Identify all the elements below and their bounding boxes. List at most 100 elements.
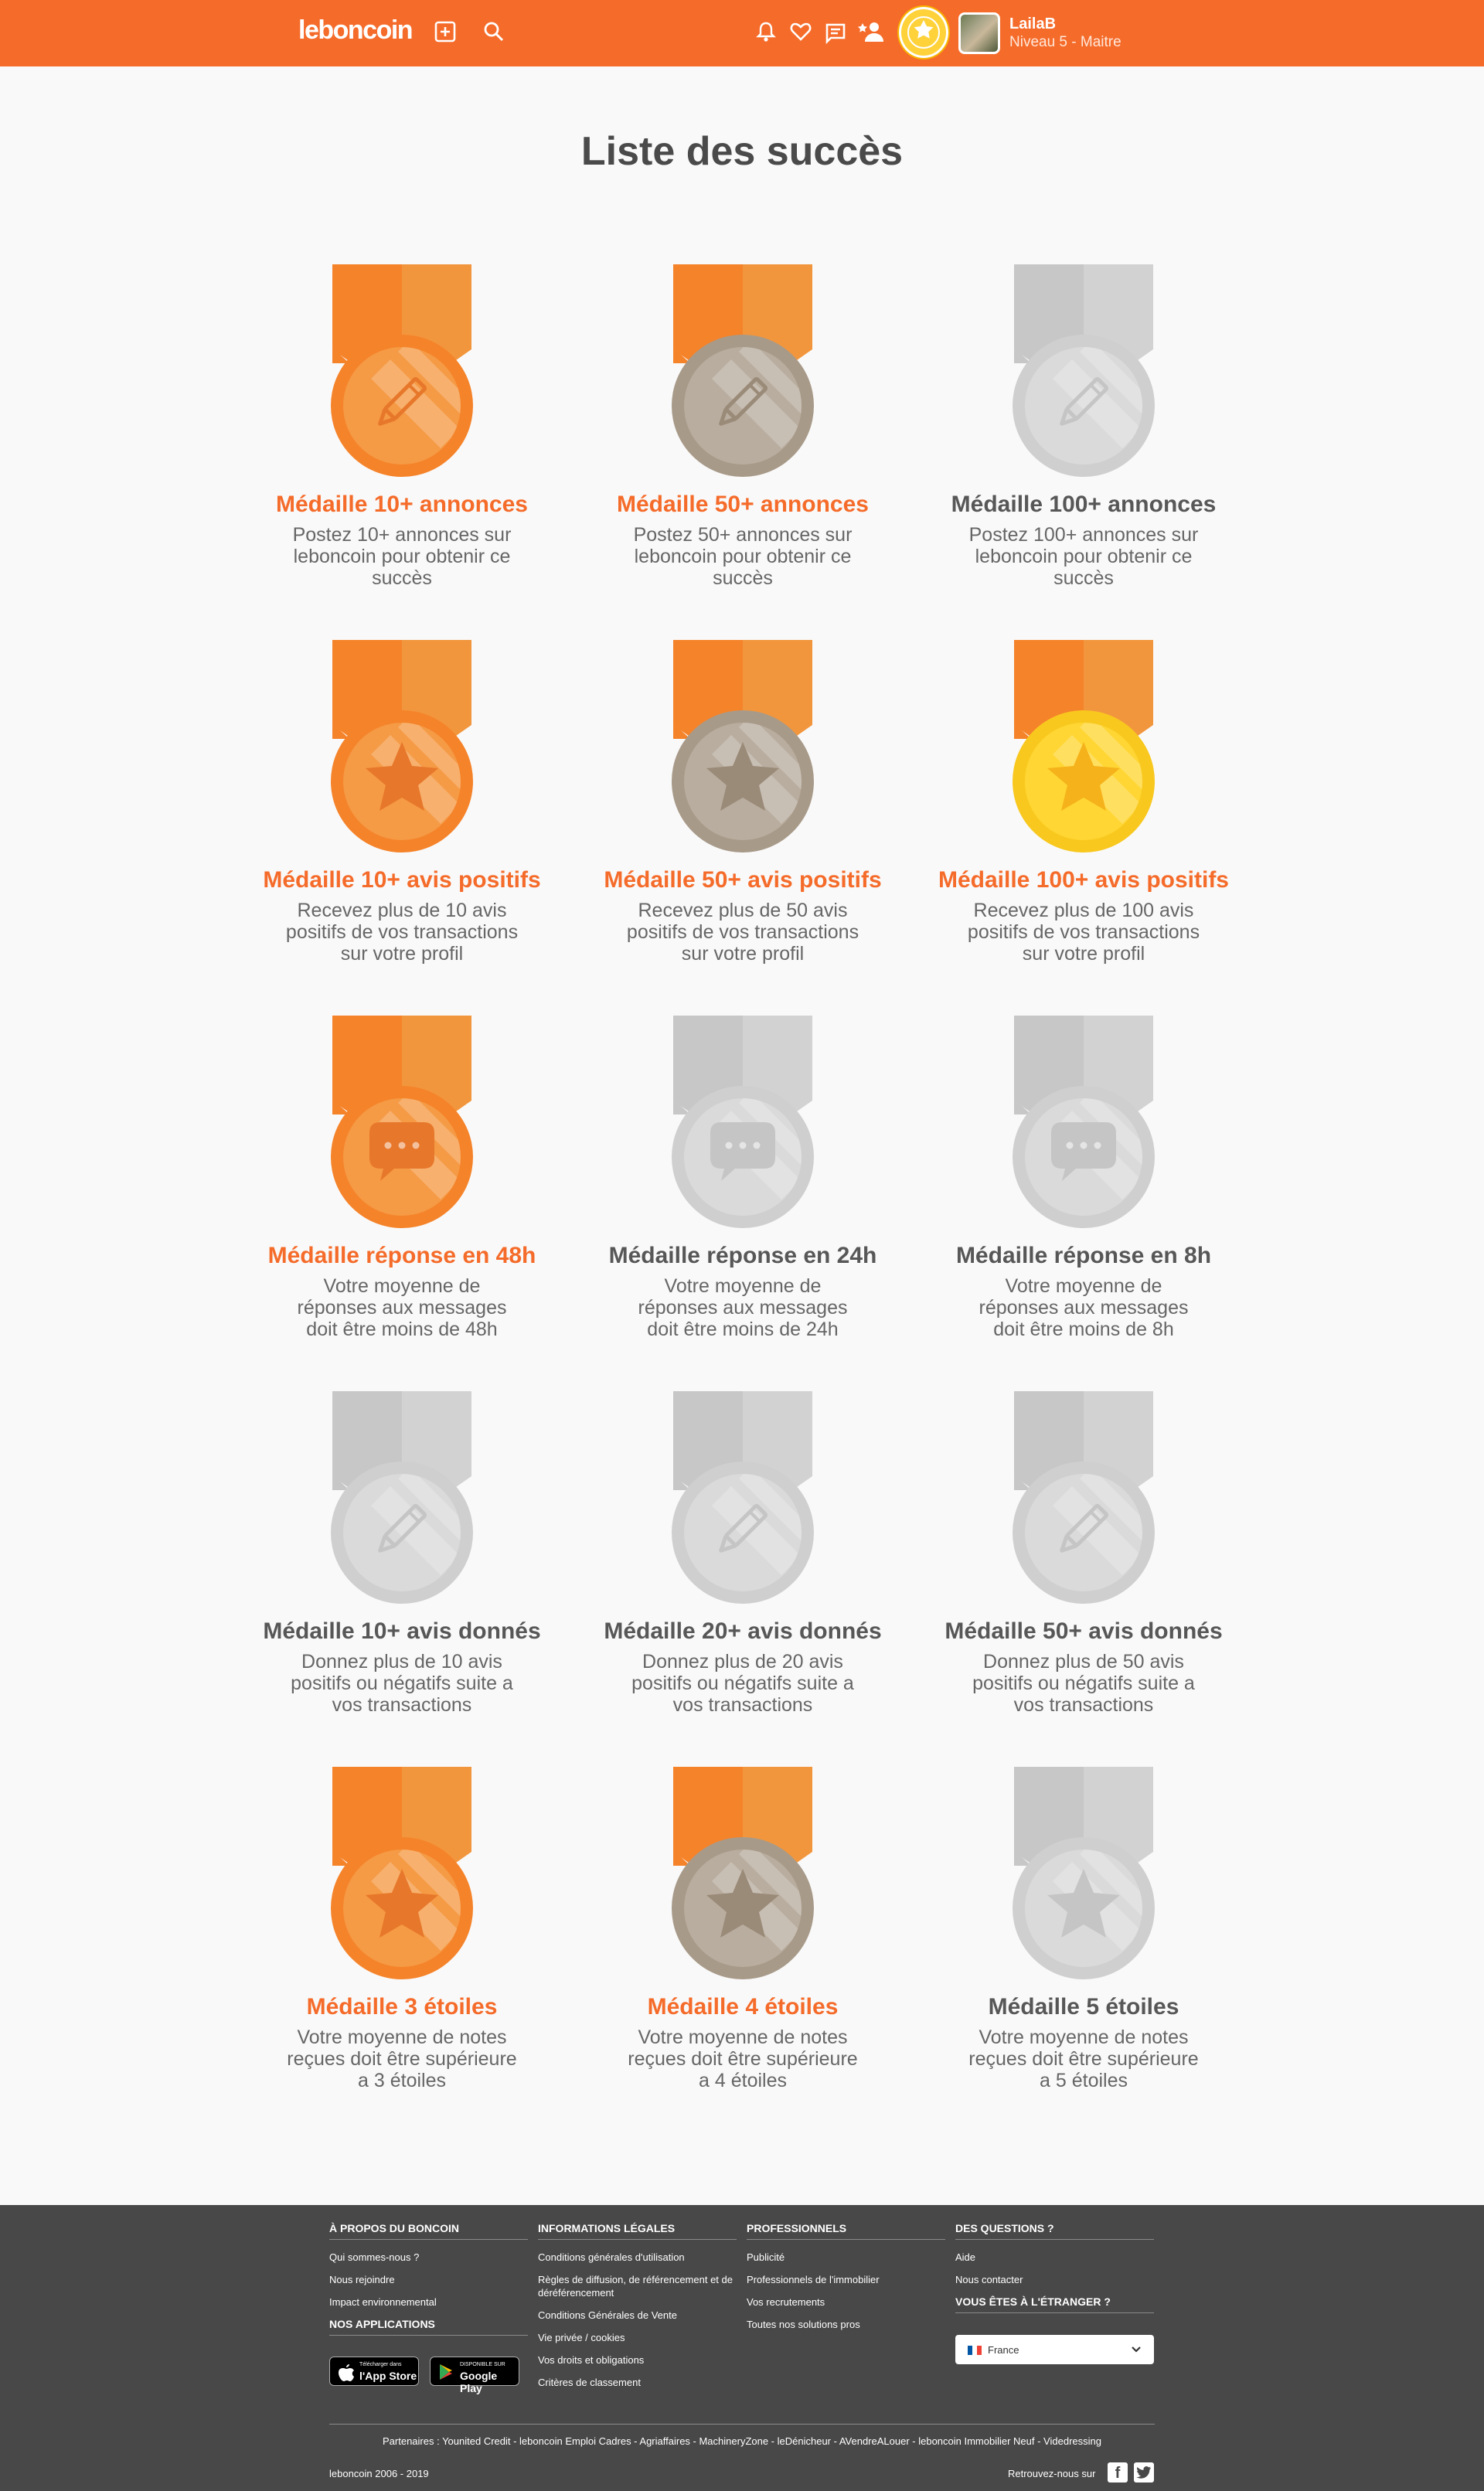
footer-abroad-heading: VOUS ÊTES À L'ÉTRANGER ?: [955, 2295, 1154, 2313]
google-play-icon: [440, 2364, 452, 2380]
chat-bubble-icon: [710, 1122, 775, 1181]
facebook-icon[interactable]: f: [1108, 2462, 1128, 2482]
achievement-card: Médaille 10+ avis donnés Donnez plus de …: [232, 1390, 572, 1761]
achievement-card: Médaille 100+ avis positifs Recevez plus…: [914, 638, 1254, 1009]
medal-description: Votre moyenne de réponses aux messages d…: [638, 1275, 848, 1340]
footer-link-rights[interactable]: Vos droits et obligations: [538, 2354, 645, 2366]
footer-link-jobs[interactable]: Nous rejoindre: [329, 2274, 395, 2285]
footer-social-label: Retrouvez-nous sur: [1008, 2468, 1096, 2479]
medal-image: [317, 1765, 487, 1989]
chat-bubble-icon: [1051, 1122, 1116, 1181]
bell-icon[interactable]: [756, 21, 776, 43]
medal-description: Postez 50+ annonces sur leboncoin pour o…: [633, 524, 853, 589]
footer-link-diffusion-rules[interactable]: Règles de diffusion, de référencement et…: [538, 2274, 733, 2299]
footer-link-help[interactable]: Aide: [955, 2251, 976, 2263]
footer-link-cgv[interactable]: Conditions Générales de Vente: [538, 2309, 677, 2321]
medal-description: Votre moyenne de notes reçues doit être …: [287, 2026, 517, 2091]
twitter-icon[interactable]: [1134, 2462, 1154, 2482]
medal-image: [658, 1014, 828, 1238]
pencil-icon: [1060, 376, 1109, 426]
footer-link-recruitment[interactable]: Vos recrutements: [747, 2296, 825, 2308]
footer-link-contact[interactable]: Nous contacter: [955, 2274, 1023, 2285]
achievement-card: Médaille réponse en 48h Votre moyenne de…: [232, 1014, 572, 1385]
messages-icon[interactable]: [825, 22, 846, 44]
heart-icon[interactable]: [790, 22, 812, 42]
search-icon[interactable]: [482, 20, 505, 43]
follow-user-icon[interactable]: [857, 20, 885, 43]
footer-link-realestate-pros[interactable]: Professionnels de l'immobilier: [747, 2274, 880, 2285]
star-icon: [1047, 742, 1120, 811]
app-store-button[interactable]: Télécharger dans l'App Store: [329, 2357, 419, 2386]
medal-title: Médaille 4 étoiles: [647, 1994, 839, 2020]
googleplay-label: Google Play: [460, 2370, 498, 2394]
medal-title: Médaille 20+ avis donnés: [604, 1618, 882, 1644]
leboncoin-logo[interactable]: leboncoin: [298, 15, 414, 45]
footer-link-ranking[interactable]: Critères de classement: [538, 2377, 641, 2388]
medal-description: Donnez plus de 20 avis positifs ou négat…: [631, 1651, 854, 1716]
username[interactable]: LailaB: [1009, 15, 1057, 32]
achievement-card: Médaille réponse en 8h Votre moyenne de …: [914, 1014, 1254, 1385]
achievement-card: Médaille 50+ avis donnés Donnez plus de …: [914, 1390, 1254, 1761]
medal-image: [658, 1390, 828, 1614]
achievement-card: Médaille 50+ annonces Postez 50+ annonce…: [573, 263, 913, 634]
medal-description: Votre moyenne de réponses aux messages d…: [979, 1275, 1189, 1340]
star-icon: [1047, 1869, 1120, 1938]
google-play-button[interactable]: DISPONIBLE SUR Google Play: [430, 2357, 519, 2394]
medal-description: Postez 10+ annonces sur leboncoin pour o…: [292, 524, 512, 589]
achievement-card: Médaille 3 étoiles Votre moyenne de note…: [232, 1765, 572, 2136]
medal-title: Médaille 50+ avis positifs: [604, 867, 882, 893]
medal-description: Recevez plus de 10 avis positifs de vos …: [285, 900, 519, 965]
medal-title: Médaille 10+ avis positifs: [263, 867, 541, 893]
medal-title: Médaille réponse en 24h: [608, 1243, 877, 1268]
footer-copyright: leboncoin 2006 - 2019: [329, 2468, 429, 2479]
medal-image: [999, 263, 1169, 487]
level-badge[interactable]: [899, 7, 948, 58]
country-select-value: France: [988, 2344, 1019, 2356]
medal-title: Médaille 10+ avis donnés: [263, 1618, 541, 1644]
medal-image: [658, 638, 828, 863]
medal-description: Donnez plus de 10 avis positifs ou négat…: [291, 1651, 513, 1716]
pencil-icon: [719, 376, 768, 426]
footer-link-cgu[interactable]: Conditions générales d'utilisation: [538, 2251, 685, 2263]
france-flag-icon: [968, 2346, 982, 2355]
pencil-icon: [1060, 1503, 1109, 1553]
footer-link-ads[interactable]: Publicité: [747, 2251, 785, 2263]
medal-image: [999, 1390, 1169, 1614]
medal-title: Médaille 10+ annonces: [276, 492, 528, 517]
medal-title: Médaille 100+ avis positifs: [938, 867, 1229, 893]
footer-link-environment[interactable]: Impact environnemental: [329, 2296, 437, 2308]
country-select[interactable]: France: [955, 2335, 1154, 2364]
medal-description: Donnez plus de 50 avis positifs ou négat…: [972, 1651, 1195, 1716]
footer-link-pro-solutions[interactable]: Toutes nos solutions pros: [747, 2319, 860, 2330]
medal-title: Médaille réponse en 8h: [955, 1243, 1212, 1268]
achievement-card: Médaille 4 étoiles Votre moyenne de note…: [573, 1765, 913, 2136]
achievement-card: Médaille 5 étoiles Votre moyenne de note…: [914, 1765, 1254, 2136]
page-title: Liste des succès: [580, 129, 904, 174]
medal-image: [658, 1765, 828, 1989]
medal-description: Recevez plus de 50 avis positifs de vos …: [626, 900, 859, 965]
appstore-small-label: Télécharger dans: [359, 2362, 402, 2367]
footer: À PROPOS DU BONCOIN Qui sommes-nous ? No…: [0, 2205, 1484, 2491]
footer-legal-heading: INFORMATIONS LÉGALES: [538, 2222, 737, 2240]
medal-description: Votre moyenne de notes reçues doit être …: [968, 2026, 1199, 2091]
achievement-card: Médaille 20+ avis donnés Donnez plus de …: [573, 1390, 913, 1761]
medal-image: [317, 263, 487, 487]
medal-image: [999, 1765, 1169, 1989]
medal-description: Postez 100+ annonces sur leboncoin pour …: [968, 524, 1199, 589]
pencil-icon: [378, 376, 427, 426]
avatar[interactable]: [958, 12, 1000, 54]
user-level: Niveau 5 - Maitre: [1009, 34, 1122, 50]
add-listing-icon[interactable]: [434, 20, 457, 43]
medal-description: Votre moyenne de notes reçues doit être …: [628, 2026, 858, 2091]
star-icon: [706, 742, 779, 811]
medal-title: Médaille 50+ annonces: [617, 492, 869, 517]
appstore-label: l'App Store: [359, 2370, 417, 2382]
footer-partners[interactable]: Partenaires : Younited Credit - leboncoi…: [329, 2424, 1155, 2447]
footer-questions-heading: DES QUESTIONS ?: [955, 2222, 1154, 2240]
achievement-card: Médaille 50+ avis positifs Recevez plus …: [573, 638, 913, 1009]
medal-image: [317, 638, 487, 863]
footer-link-about[interactable]: Qui sommes-nous ?: [329, 2251, 420, 2263]
achievement-card: Médaille 10+ avis positifs Recevez plus …: [232, 638, 572, 1009]
footer-link-privacy[interactable]: Vie privée / cookies: [538, 2332, 625, 2343]
medal-description: Recevez plus de 100 avis positifs de vos…: [967, 900, 1200, 965]
